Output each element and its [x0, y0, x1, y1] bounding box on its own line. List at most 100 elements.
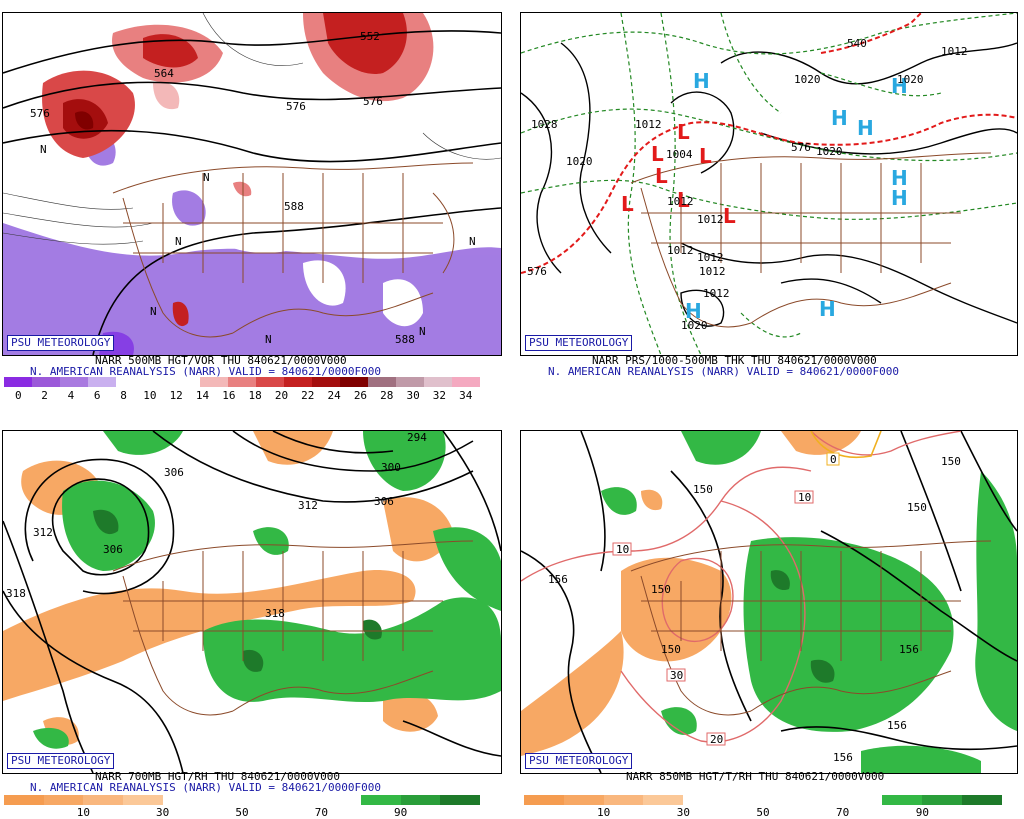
- panel-500mb-hgt-vor: 552 564 576 576 588 588 576 N N N N N N …: [0, 0, 512, 410]
- colorbar-swatch: [440, 795, 481, 805]
- psu-meteorology-badge: PSU METEOROLOGY: [525, 753, 633, 769]
- contour-label: 1012: [667, 244, 694, 257]
- contour-label: 576: [363, 95, 383, 108]
- contour-label: 156: [887, 719, 907, 732]
- colorbar-swatch: [284, 377, 312, 387]
- contour-label: 564: [154, 67, 174, 80]
- colorbar-swatch: [603, 795, 644, 805]
- colorbar-ticks-vorticity: 0 2 4 6 8 10 12 14 16 18 20 22 24 26 28 30 32 34: [4, 389, 480, 403]
- colorbar-swatch: [256, 377, 284, 387]
- colorbar-tick-label: 2: [41, 389, 48, 402]
- colorbar-tick-label: 10: [143, 389, 157, 402]
- colorbar-swatch: [228, 377, 256, 387]
- map-850mb-svg: 156 150 150 150 156 156 156 150 150 10 1…: [521, 431, 1017, 773]
- colorbar-swatch: [396, 377, 424, 387]
- colorbar-swatch: [962, 795, 1002, 805]
- contour-label: 318: [265, 607, 285, 620]
- contour-label: 306: [103, 543, 123, 556]
- colorbar-tick-label: 30: [406, 389, 420, 402]
- colorbar-tick-label: 30: [156, 806, 170, 819]
- colorbar-tick-label: 24: [327, 389, 341, 402]
- high-center: H: [685, 299, 702, 323]
- contour-label: 1020: [681, 319, 708, 332]
- colorbar-tick-label: 26: [353, 389, 368, 402]
- temp-label: 0: [830, 453, 837, 466]
- colorbar-swatch: [60, 377, 88, 387]
- caption-product: NARR 850MB HGT/T/RH THU 840621/0000V000: [626, 770, 885, 783]
- temp-label-box: 0: [826, 452, 840, 466]
- map-surface: H H H H H H H H L L L L L L L 1020 1028: [520, 12, 1018, 356]
- colorbar-ticks-rh: 10 30 50 70 90: [524, 806, 1002, 819]
- caption-product: NARR 500MB HGT/VOR THU 840621/0000V000: [95, 354, 347, 367]
- colorbar-swatch: [202, 795, 243, 805]
- caption-product: NARR PRS/1000-500MB THK THU 840621/0000V…: [592, 354, 877, 367]
- thickness-576-line: [521, 13, 1017, 274]
- political-borders: [112, 540, 474, 716]
- height-contours-700: [3, 431, 501, 773]
- high-center: H: [693, 69, 710, 93]
- colorbar-tick-label: 10: [76, 806, 90, 819]
- colorbar-swatch: [452, 377, 480, 387]
- temp-label: 20: [710, 733, 723, 746]
- colorbar-swatch: [242, 795, 282, 805]
- temperature-labels: 10 10 30 20 0: [612, 452, 840, 746]
- map-surface-svg: H H H H H H H H L L L L L L L 1020 1028: [521, 13, 1017, 355]
- colorbar-tick-label: 32: [432, 389, 447, 402]
- colorbar-swatch: [200, 377, 228, 387]
- low-centers: L L L L L L L: [621, 120, 736, 228]
- contour-label: N: [419, 325, 426, 338]
- colorbar-tick-label: 6: [93, 389, 101, 402]
- contour-label: 1028: [531, 118, 558, 131]
- panel-700mb-hgt-rh: 306 312 306 312 300 306 294 318 318 PSU …: [0, 410, 512, 819]
- contour-label: 1020: [794, 73, 821, 86]
- contour-label: 150: [941, 455, 961, 468]
- rh-dry-areas: [521, 431, 861, 756]
- contour-label: N: [150, 305, 157, 318]
- political-borders: [630, 540, 992, 716]
- contour-label: 576: [286, 100, 306, 113]
- colorbar-tick-label: 90: [394, 806, 408, 819]
- low-center: L: [677, 188, 690, 212]
- temp-label: 10: [798, 491, 811, 504]
- colorbar-tick-label: 70: [836, 806, 850, 819]
- high-center: H: [891, 74, 908, 98]
- rh-moist-areas: [601, 431, 1017, 773]
- colorbar-swatch: [83, 795, 124, 805]
- contour-labels-700: 306 312 306 312 300 306 294 318 318: [6, 431, 427, 620]
- colorbar-swatch: [524, 795, 564, 805]
- contour-labels-850: 156 150 150 150 156 156 156 150 150: [548, 455, 961, 764]
- contour-label: 306: [164, 466, 184, 479]
- contour-label: 156: [899, 643, 919, 656]
- contour-label: N: [203, 171, 210, 184]
- colorbar-swatch: [723, 795, 763, 805]
- contour-label: 312: [33, 526, 53, 539]
- colorbar-tick-label: 12: [169, 389, 183, 402]
- colorbar-tick-label: 90: [915, 806, 929, 819]
- caption-valid: N. AMERICAN REANALYSIS (NARR) VALID = 84…: [30, 365, 381, 378]
- contour-label: 588: [284, 200, 304, 213]
- contour-label: 300: [381, 461, 401, 474]
- map-500mb-svg: 552 564 576 576 588 588 576 N N N N N N …: [3, 13, 501, 355]
- contour-labels-500: 552 564 576 576 588 588 576 N N N N N N …: [30, 30, 476, 346]
- political-borders: [630, 152, 992, 328]
- colorbar-swatch: [340, 377, 368, 387]
- psu-meteorology-badge: PSU METEOROLOGY: [525, 335, 633, 351]
- high-center: H: [819, 297, 836, 321]
- colorbar-swatch: [802, 795, 843, 805]
- rh-very-moist-areas: [770, 570, 835, 683]
- contour-label: 150: [651, 583, 671, 596]
- map-500mb: 552 564 576 576 588 588 576 N N N N N N …: [2, 12, 502, 356]
- contour-labels-surface: 1020 1028 1020 1012 1012 1020 1012 1012 …: [527, 37, 968, 332]
- contour-label: 312: [298, 499, 318, 512]
- caption-valid: N. AMERICAN REANALYSIS (NARR) VALID = 84…: [30, 781, 381, 794]
- map-850mb: 156 150 150 150 156 156 156 150 150 10 1…: [520, 430, 1018, 774]
- high-center: H: [857, 116, 874, 140]
- thickness-lines: [521, 13, 1017, 355]
- colorbar-swatch: [4, 377, 32, 387]
- colorbar-tick-label: 22: [301, 389, 315, 402]
- contour-label: 1012: [635, 118, 662, 131]
- contour-label: 318: [6, 587, 26, 600]
- colorbar-tick-label: 34: [459, 389, 473, 402]
- low-center: L: [651, 142, 664, 166]
- contour-label: 150: [661, 643, 681, 656]
